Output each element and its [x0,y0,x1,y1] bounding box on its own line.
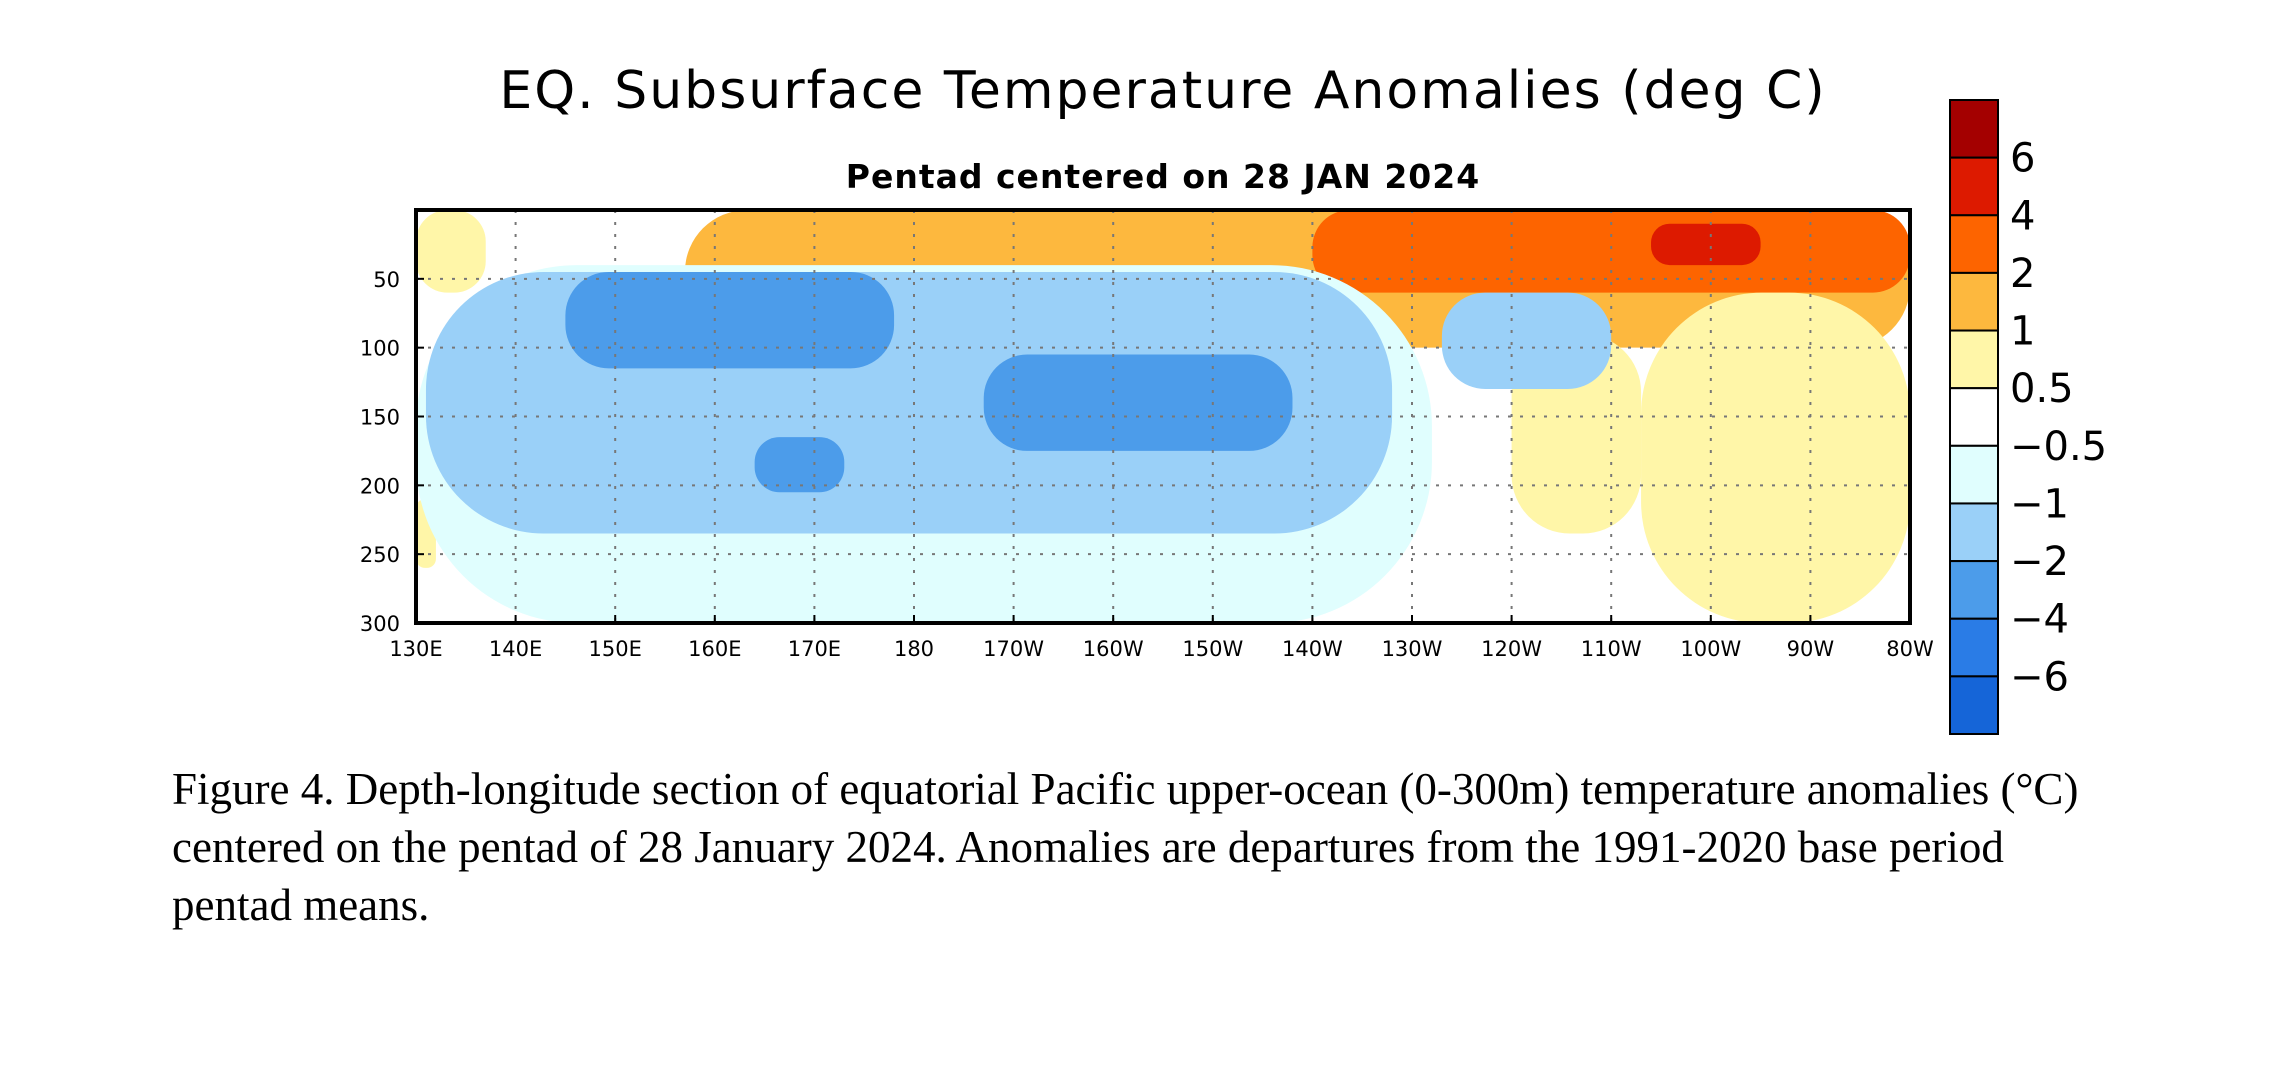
y-tick-label: 200 [360,474,400,498]
colorbar-swatch [1949,271,1999,332]
colorbar-label: −0.5 [2010,424,2107,470]
colorbar: 6 4 2 1 0.5 −0.5 −1 −2 −4 −6 [1949,99,2107,736]
x-tick-label: 140W [1282,637,1343,661]
colorbar-label: 6 [2010,136,2035,182]
x-tick-label: 160E [688,637,741,661]
figure-caption: Figure 4. Depth-longitude section of equ… [172,764,2079,930]
y-tick-label: 150 [360,406,400,430]
colorbar-swatch [1949,675,1999,736]
colorbar-swatch [1949,560,1999,620]
colorbar-label: −6 [2010,654,2069,700]
colorbar-swatch [1949,329,1999,390]
y-tick-label: 250 [360,543,400,567]
colorbar-swatch [1949,214,1999,274]
colorbar-swatch [1949,99,1999,159]
anomaly-region [754,437,845,493]
x-tick-label: 170E [788,637,841,661]
x-tick-label: 170W [983,637,1044,661]
colorbar-swatch [1949,156,1999,217]
x-tick-label: 180 [894,637,934,661]
chart-title: EQ. Subsurface Temperature Anomalies (de… [499,61,1826,121]
x-tick-label: 80W [1886,637,1934,661]
colorbar-label: 1 [2010,309,2035,355]
x-tick-label: 130W [1382,637,1443,661]
y-tick-label: 50 [373,268,400,292]
y-axis: 50 100 150 200 250 300 [360,268,424,636]
colorbar-label: −2 [2010,539,2069,585]
colorbar-swatch [1949,387,1999,447]
colorbar-label: 4 [2010,193,2035,239]
colorbar-label: −1 [2010,481,2069,527]
y-tick-label: 100 [360,337,400,361]
x-tick-label: 150W [1182,637,1243,661]
anomaly-region [1441,292,1612,389]
colorbar-swatch [1949,502,1999,563]
colorbar-swatch [1949,444,1999,505]
gridlines [416,210,1910,623]
anomaly-region [1312,210,1910,293]
x-tick-label: 110W [1581,637,1642,661]
anomaly-region [416,210,486,293]
x-tick-label: 120W [1481,637,1542,661]
y-tick-label: 300 [360,612,400,636]
x-tick-label: 90W [1787,637,1835,661]
anomaly-region [1651,223,1761,266]
x-tick-label: 140E [489,637,542,661]
colorbar-swatch [1949,617,1999,678]
anomaly-region [565,271,895,369]
x-tick-label: 100W [1680,637,1741,661]
x-axis: 130E 140E 150E 160E 170E 180 170W 160W 150W 140W 1… [389,615,1934,661]
anomaly-region [983,354,1293,451]
colorbar-label: 0.5 [2010,366,2074,412]
colorbar-label: 2 [2010,251,2035,297]
colorbar-label: −4 [2010,597,2069,643]
anomaly-region [1641,292,1910,623]
chart-subtitle: Pentad centered on 28 JAN 2024 [846,157,1480,196]
x-tick-label: 130E [389,637,442,661]
figure: EQ. Subsurface Temperature Anomalies (de… [360,61,2107,736]
x-tick-label: 150E [589,637,642,661]
chart: EQ. Subsurface Temperature Anomalies (de… [360,61,2107,736]
x-tick-label: 160W [1083,637,1144,661]
